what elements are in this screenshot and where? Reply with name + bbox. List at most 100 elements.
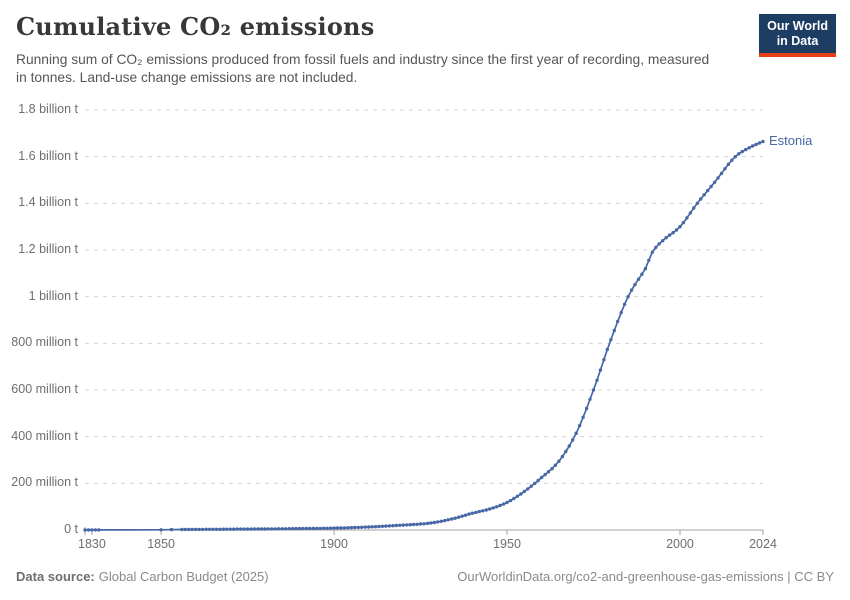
y-tick-label: 1.2 billion t	[18, 242, 78, 256]
estonia-data-point	[519, 492, 523, 496]
estonia-data-point	[750, 144, 755, 148]
owid-logo-line2: in Data	[776, 34, 819, 49]
estonia-data-point	[612, 328, 616, 333]
estonia-data-point	[494, 505, 499, 509]
estonia-data-point	[318, 526, 322, 531]
estonia-data-point	[207, 527, 212, 531]
estonia-data-point	[702, 193, 706, 197]
y-tick-label: 800 million t	[11, 335, 78, 350]
estonia-data-point	[380, 524, 385, 528]
owid-logo[interactable]: Our World in Data	[759, 14, 836, 57]
estonia-data-point	[598, 368, 603, 372]
estonia-data-point	[733, 155, 737, 159]
estonia-data-point	[194, 527, 198, 532]
estonia-data-point	[491, 506, 495, 510]
estonia-data-point	[661, 239, 665, 243]
estonia-data-point	[183, 527, 187, 532]
estonia-data-point	[180, 527, 184, 532]
estonia-data-point	[526, 487, 530, 491]
estonia-data-point	[273, 527, 277, 531]
estonia-data-point	[640, 272, 644, 276]
estonia-data-point	[602, 358, 606, 362]
estonia-data-point	[450, 517, 454, 521]
estonia-data-point	[200, 527, 205, 532]
estonia-data-point	[567, 444, 571, 448]
estonia-data-point	[463, 513, 468, 517]
estonia-data-point	[415, 522, 419, 526]
estonia-data-point	[439, 519, 443, 523]
estonia-data-point	[211, 527, 215, 531]
estonia-data-point	[588, 397, 592, 401]
estonia-data-point	[467, 512, 471, 516]
estonia-data-point	[387, 524, 392, 528]
estonia-data-point	[277, 527, 281, 531]
estonia-data-point	[408, 523, 412, 527]
x-tick-label: 1900	[320, 537, 348, 551]
estonia-data-point	[543, 472, 547, 477]
estonia-data-point	[311, 526, 315, 531]
estonia-data-point	[90, 528, 94, 532]
estonia-data-point	[754, 142, 758, 147]
estonia-data-point	[488, 507, 492, 511]
estonia-data-point	[671, 231, 675, 235]
estonia-data-point	[719, 171, 724, 176]
y-tick-label: 1.4 billion t	[18, 195, 78, 210]
estonia-data-point	[221, 527, 226, 531]
estonia-data-point	[564, 449, 568, 454]
estonia-data-point	[508, 498, 513, 503]
y-tick-label: 1.6 billion t	[18, 148, 78, 163]
estonia-line[interactable]	[84, 140, 764, 531]
estonia-data-point	[643, 267, 648, 271]
estonia-data-point	[740, 149, 744, 154]
estonia-data-point	[83, 528, 87, 532]
estonia-data-point	[616, 319, 620, 324]
y-tick-label: 1 billion t	[28, 288, 78, 303]
estonia-data-point	[557, 459, 561, 463]
estonia-data-point	[712, 180, 717, 184]
estonia-data-point	[432, 520, 437, 525]
estonia-data-point	[367, 525, 371, 529]
series-label-estonia[interactable]: Estonia	[769, 132, 813, 148]
estonia-data-point	[353, 525, 357, 530]
estonia-data-point	[322, 526, 326, 530]
estonia-data-point	[578, 423, 582, 428]
estonia-data-point	[501, 502, 506, 506]
estonia-data-point	[726, 162, 731, 166]
estonia-data-point	[688, 211, 693, 215]
estonia-data-point	[484, 508, 488, 512]
estonia-data-point	[86, 528, 91, 532]
estonia-data-point	[256, 527, 260, 531]
estonia-data-point	[571, 438, 575, 442]
estonia-data-point	[730, 158, 734, 162]
estonia-data-point	[266, 527, 270, 531]
estonia-data-point	[373, 525, 378, 529]
estonia-data-point	[204, 527, 208, 531]
estonia-data-point	[605, 347, 609, 352]
estonia-data-point	[356, 525, 360, 530]
estonia-data-point	[522, 489, 526, 494]
estonia-data-point	[422, 522, 426, 526]
estonia-data-point	[225, 527, 229, 531]
estonia-data-point	[619, 310, 623, 315]
estonia-data-point	[498, 503, 502, 508]
estonia-data-point	[553, 463, 558, 467]
estonia-data-point	[332, 526, 336, 530]
estonia-data-point	[757, 141, 762, 145]
estonia-data-point	[747, 146, 751, 150]
estonia-data-point	[436, 520, 440, 524]
estonia-data-point	[401, 523, 405, 527]
estonia-data-point	[214, 527, 219, 531]
estonia-data-point	[647, 258, 651, 262]
estonia-data-point	[723, 167, 727, 171]
estonia-data-point	[349, 525, 354, 530]
estonia-data-point	[699, 197, 703, 201]
y-tick-label: 600 million t	[11, 382, 78, 396]
estonia-data-point	[287, 527, 291, 531]
data-source-note: Data source: Global Carbon Budget (2025)	[16, 569, 269, 584]
owid-url-license-link[interactable]: OurWorldinData.org/co2-and-greenhouse-ga…	[457, 569, 834, 584]
estonia-data-point	[654, 245, 658, 250]
estonia-data-point	[218, 527, 222, 531]
estonia-data-point	[574, 431, 578, 435]
estonia-data-point	[622, 302, 627, 306]
